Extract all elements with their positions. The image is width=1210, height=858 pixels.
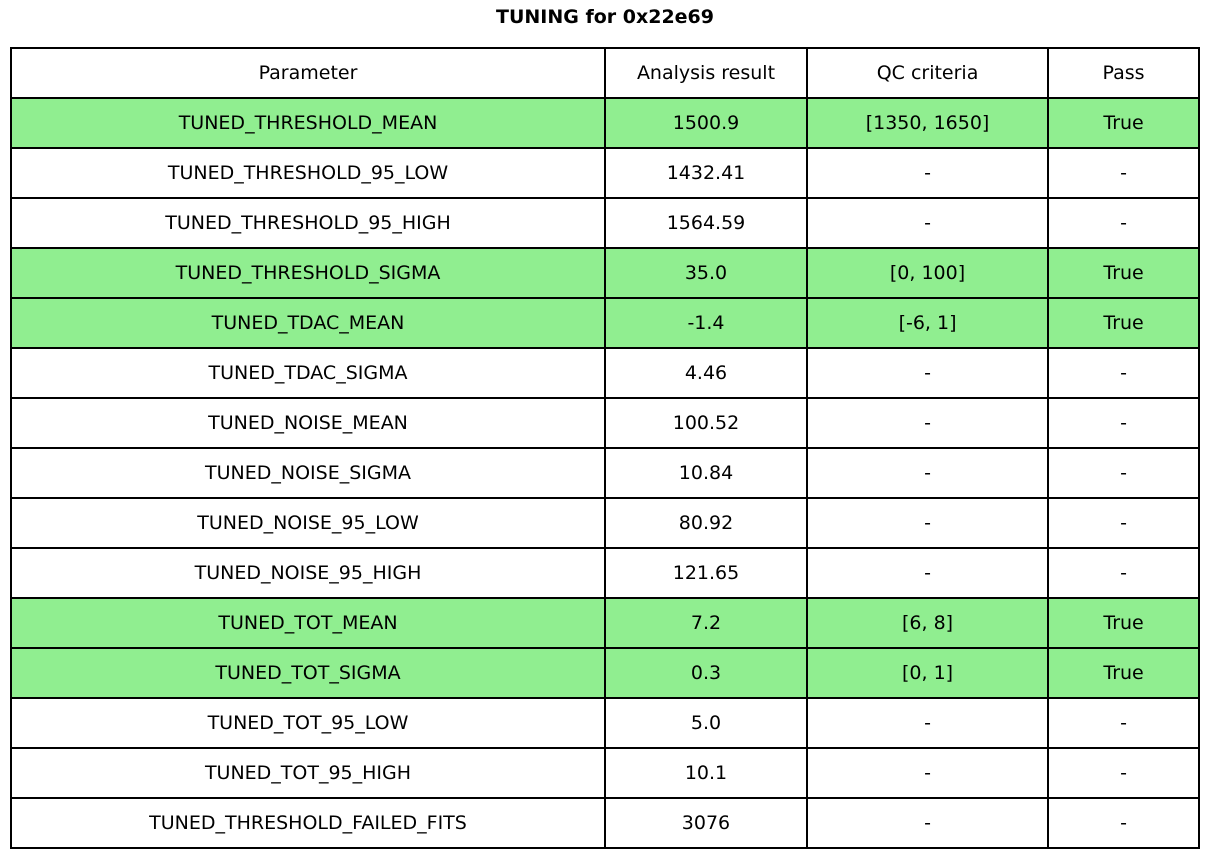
table-header: Parameter Analysis result QC criteria Pa… (10, 47, 1200, 99)
pass-cell: - (1047, 397, 1200, 449)
header-qc-criteria: QC criteria (805, 47, 1050, 99)
analysis-result-cell: 100.52 (604, 397, 808, 449)
table-row: TUNED_NOISE_95_HIGH 121.65 - - (10, 547, 1200, 599)
pass-cell: - (1047, 147, 1200, 199)
header-parameter: Parameter (10, 47, 606, 99)
pass-cell: True (1047, 597, 1200, 649)
analysis-result-cell: 80.92 (604, 497, 808, 549)
table-row: TUNED_NOISE_MEAN 100.52 - - (10, 397, 1200, 449)
table-row: TUNED_TOT_95_HIGH 10.1 - - (10, 747, 1200, 799)
parameter-cell: TUNED_NOISE_MEAN (10, 397, 606, 449)
parameter-cell: TUNED_THRESHOLD_SIGMA (10, 247, 606, 299)
qc-criteria-cell: [-6, 1] (805, 297, 1050, 349)
table-row: TUNED_NOISE_95_LOW 80.92 - - (10, 497, 1200, 549)
table-body: TUNED_THRESHOLD_MEAN 1500.9 [1350, 1650]… (10, 97, 1200, 849)
table-row: TUNED_TOT_MEAN 7.2 [6, 8] True (10, 597, 1200, 649)
analysis-result-cell: 10.1 (604, 747, 808, 799)
pass-cell: - (1047, 347, 1200, 399)
qc-criteria-cell: - (805, 797, 1050, 849)
pass-cell: True (1047, 647, 1200, 699)
parameter-cell: TUNED_TOT_95_LOW (10, 697, 606, 749)
parameter-cell: TUNED_TOT_95_HIGH (10, 747, 606, 799)
qc-criteria-cell: - (805, 497, 1050, 549)
qc-criteria-cell: - (805, 747, 1050, 799)
parameter-cell: TUNED_TOT_SIGMA (10, 647, 606, 699)
parameter-cell: TUNED_TDAC_MEAN (10, 297, 606, 349)
parameter-cell: TUNED_THRESHOLD_95_LOW (10, 147, 606, 199)
qc-criteria-cell: - (805, 147, 1050, 199)
analysis-result-cell: 1564.59 (604, 197, 808, 249)
parameter-cell: TUNED_NOISE_95_HIGH (10, 547, 606, 599)
table-row: TUNED_NOISE_SIGMA 10.84 - - (10, 447, 1200, 499)
analysis-result-cell: 35.0 (604, 247, 808, 299)
qc-criteria-cell: - (805, 547, 1050, 599)
table-row: TUNED_THRESHOLD_MEAN 1500.9 [1350, 1650]… (10, 97, 1200, 149)
analysis-result-cell: -1.4 (604, 297, 808, 349)
table-row: TUNED_TDAC_SIGMA 4.46 - - (10, 347, 1200, 399)
parameter-cell: TUNED_THRESHOLD_MEAN (10, 97, 606, 149)
analysis-result-cell: 0.3 (604, 647, 808, 699)
qc-criteria-cell: [6, 8] (805, 597, 1050, 649)
qc-criteria-cell: [0, 100] (805, 247, 1050, 299)
pass-cell: - (1047, 547, 1200, 599)
parameter-cell: TUNED_NOISE_95_LOW (10, 497, 606, 549)
parameter-cell: TUNED_THRESHOLD_FAILED_FITS (10, 797, 606, 849)
analysis-result-cell: 7.2 (604, 597, 808, 649)
pass-cell: - (1047, 797, 1200, 849)
header-row: Parameter Analysis result QC criteria Pa… (10, 47, 1200, 99)
analysis-result-cell: 4.46 (604, 347, 808, 399)
analysis-result-cell: 5.0 (604, 697, 808, 749)
analysis-result-cell: 1500.9 (604, 97, 808, 149)
qc-criteria-cell: - (805, 447, 1050, 499)
qc-criteria-cell: - (805, 347, 1050, 399)
analysis-result-cell: 1432.41 (604, 147, 808, 199)
qc-criteria-cell: - (805, 197, 1050, 249)
pass-cell: - (1047, 747, 1200, 799)
table-row: TUNED_THRESHOLD_95_HIGH 1564.59 - - (10, 197, 1200, 249)
pass-cell: True (1047, 297, 1200, 349)
analysis-result-cell: 10.84 (604, 447, 808, 499)
pass-cell: True (1047, 97, 1200, 149)
qc-criteria-cell: [1350, 1650] (805, 97, 1050, 149)
table-row: TUNED_TOT_SIGMA 0.3 [0, 1] True (10, 647, 1200, 699)
pass-cell: - (1047, 197, 1200, 249)
qc-criteria-cell: [0, 1] (805, 647, 1050, 699)
qc-criteria-cell: - (805, 697, 1050, 749)
analysis-result-cell: 3076 (604, 797, 808, 849)
parameter-cell: TUNED_THRESHOLD_95_HIGH (10, 197, 606, 249)
table-row: TUNED_THRESHOLD_SIGMA 35.0 [0, 100] True (10, 247, 1200, 299)
pass-cell: - (1047, 697, 1200, 749)
header-analysis-result: Analysis result (604, 47, 808, 99)
pass-cell: True (1047, 247, 1200, 299)
parameter-cell: TUNED_TOT_MEAN (10, 597, 606, 649)
table-row: TUNED_THRESHOLD_FAILED_FITS 3076 - - (10, 797, 1200, 849)
header-pass: Pass (1047, 47, 1200, 99)
table-row: TUNED_TOT_95_LOW 5.0 - - (10, 697, 1200, 749)
analysis-result-cell: 121.65 (604, 547, 808, 599)
pass-cell: - (1047, 497, 1200, 549)
table-row: TUNED_THRESHOLD_95_LOW 1432.41 - - (10, 147, 1200, 199)
parameter-cell: TUNED_TDAC_SIGMA (10, 347, 606, 399)
qc-criteria-cell: - (805, 397, 1050, 449)
pass-cell: - (1047, 447, 1200, 499)
page-title: TUNING for 0x22e69 (495, 6, 715, 28)
tuning-qc-table: Parameter Analysis result QC criteria Pa… (10, 47, 1200, 849)
table-row: TUNED_TDAC_MEAN -1.4 [-6, 1] True (10, 297, 1200, 349)
parameter-cell: TUNED_NOISE_SIGMA (10, 447, 606, 499)
